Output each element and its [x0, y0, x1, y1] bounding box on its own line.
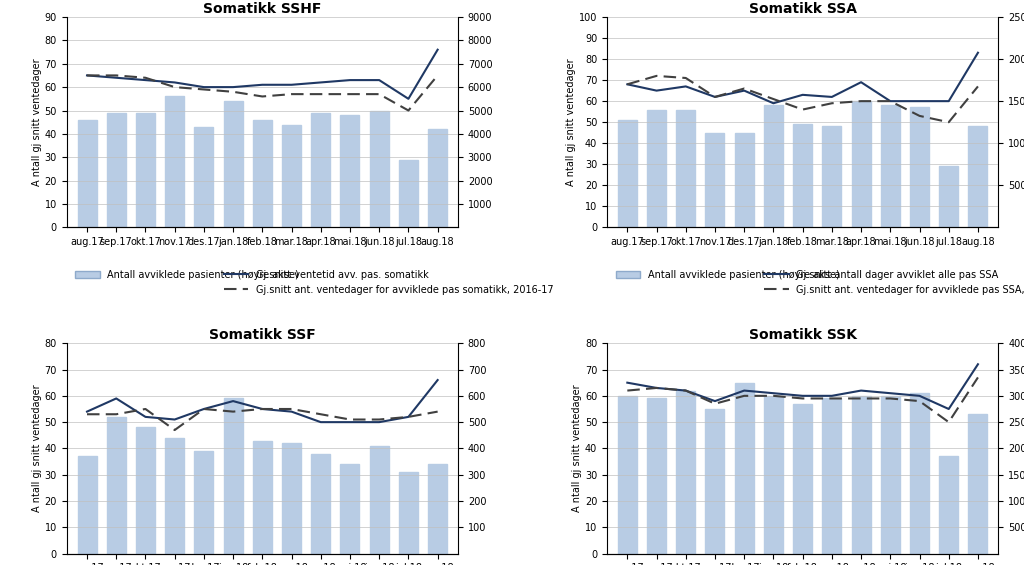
Bar: [794, 124, 812, 228]
Bar: [939, 457, 958, 554]
Bar: [136, 113, 155, 228]
Y-axis label: A ntall gj snitt ventedager: A ntall gj snitt ventedager: [32, 58, 42, 186]
Legend: Gj.snitt ventetid avv. pas. somatikk, Gj.snitt ant. ventedager for avviklede pas: Gj.snitt ventetid avv. pas. somatikk, Gj…: [220, 266, 558, 299]
Bar: [852, 101, 870, 228]
Bar: [822, 398, 842, 554]
Bar: [969, 414, 987, 554]
Bar: [282, 124, 301, 228]
Bar: [78, 457, 96, 554]
Bar: [706, 133, 724, 228]
Bar: [764, 396, 783, 554]
Bar: [341, 115, 359, 228]
Bar: [106, 417, 126, 554]
Bar: [341, 464, 359, 554]
Bar: [764, 105, 783, 228]
Bar: [969, 127, 987, 228]
Bar: [311, 454, 331, 554]
Bar: [253, 120, 271, 228]
Y-axis label: A ntall gj snitt ventedager: A ntall gj snitt ventedager: [32, 385, 42, 512]
Bar: [617, 120, 637, 228]
Bar: [734, 383, 754, 554]
Bar: [881, 396, 900, 554]
Bar: [223, 398, 243, 554]
Bar: [399, 160, 418, 228]
Bar: [706, 409, 724, 554]
Bar: [165, 97, 184, 228]
Title: Somatikk SSF: Somatikk SSF: [209, 328, 315, 342]
Bar: [676, 110, 695, 228]
Title: Somatikk SSA: Somatikk SSA: [749, 2, 857, 16]
Bar: [370, 111, 389, 228]
Y-axis label: A ntall gj snitt ventedager: A ntall gj snitt ventedager: [566, 58, 575, 186]
Bar: [794, 404, 812, 554]
Bar: [647, 398, 666, 554]
Bar: [223, 101, 243, 228]
Bar: [370, 446, 389, 554]
Bar: [195, 451, 213, 554]
Bar: [852, 396, 870, 554]
Bar: [617, 396, 637, 554]
Bar: [910, 107, 929, 228]
Bar: [428, 464, 447, 554]
Bar: [106, 113, 126, 228]
Bar: [881, 105, 900, 228]
Bar: [282, 443, 301, 554]
Bar: [734, 133, 754, 228]
Bar: [136, 427, 155, 554]
Bar: [676, 390, 695, 554]
Title: Somatikk SSHF: Somatikk SSHF: [203, 2, 322, 16]
Bar: [195, 127, 213, 228]
Bar: [647, 110, 666, 228]
Bar: [428, 129, 447, 228]
Bar: [165, 438, 184, 554]
Bar: [399, 472, 418, 554]
Title: Somatikk SSK: Somatikk SSK: [749, 328, 857, 342]
Bar: [939, 167, 958, 228]
Y-axis label: A ntall gj snitt ventedager: A ntall gj snitt ventedager: [572, 385, 582, 512]
Bar: [253, 441, 271, 554]
Bar: [910, 393, 929, 554]
Bar: [78, 120, 96, 228]
Bar: [311, 113, 331, 228]
Legend: Gj snitt antall dager avviklet alle pas SSA, Gj.snitt ant. ventedager for avvikl: Gj snitt antall dager avviklet alle pas …: [761, 266, 1024, 299]
Bar: [822, 127, 842, 228]
